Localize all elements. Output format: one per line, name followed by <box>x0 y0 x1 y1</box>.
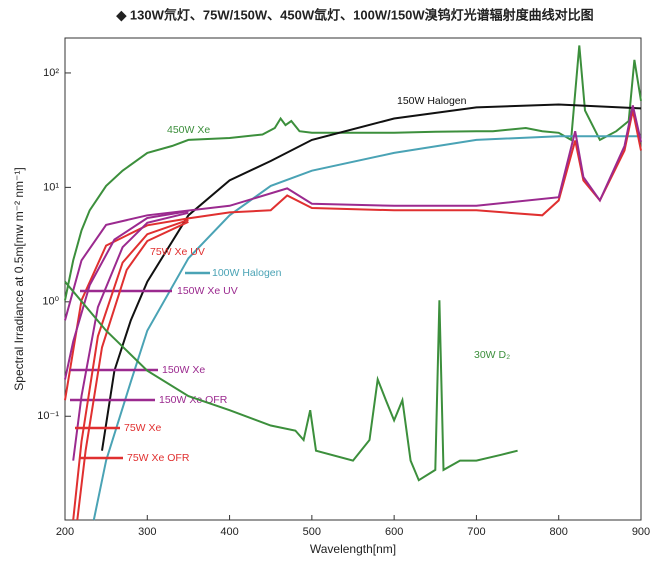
series-label: 75W Xe <box>124 422 162 434</box>
series-label: 150W Xe OFR <box>159 394 228 406</box>
x-axis-label: Wavelength[nm] <box>310 542 396 556</box>
x-tick-label: 200 <box>56 526 74 538</box>
x-tick-label: 900 <box>632 526 650 538</box>
series-line <box>64 105 642 321</box>
series-label: 150W Xe UV <box>177 285 238 297</box>
x-tick-label: 300 <box>138 526 156 538</box>
series-label: 150W Xe <box>162 364 205 376</box>
y-tick-label: 10⁻¹ <box>37 410 59 422</box>
y-tick-label: 10⁰ <box>42 296 59 308</box>
series-label: 450W Xe <box>167 124 210 136</box>
x-tick-label: 600 <box>385 526 403 538</box>
chart-title: ◆ 130W氘灯、75W/150W、450W氙灯、100W/150W溴钨灯光谱辐… <box>115 7 593 22</box>
series-line <box>72 211 189 461</box>
series-line <box>64 45 642 301</box>
series-label: 75W Xe OFR <box>127 452 190 464</box>
series-label: 100W Halogen <box>212 267 282 279</box>
x-tick-label: 800 <box>550 526 568 538</box>
series-label: 150W Halogen <box>397 95 467 107</box>
x-tick-label: 500 <box>303 526 321 538</box>
y-tick-label: 10² <box>43 67 59 79</box>
plot-frame <box>64 37 642 521</box>
series-label: 75W Xe UV <box>150 246 205 258</box>
series-line <box>64 281 518 482</box>
series-line <box>72 218 189 521</box>
series-line <box>101 103 642 451</box>
y-axis-label: Spectral Irradiance at 0.5m[mw m⁻² nm⁻¹] <box>12 167 26 390</box>
series-label: 30W D₂ <box>474 349 510 361</box>
x-tick-label: 700 <box>467 526 485 538</box>
x-tick-label: 400 <box>220 526 238 538</box>
y-tick-label: 10¹ <box>43 181 59 193</box>
series-line <box>64 210 189 380</box>
series-line <box>76 220 189 521</box>
